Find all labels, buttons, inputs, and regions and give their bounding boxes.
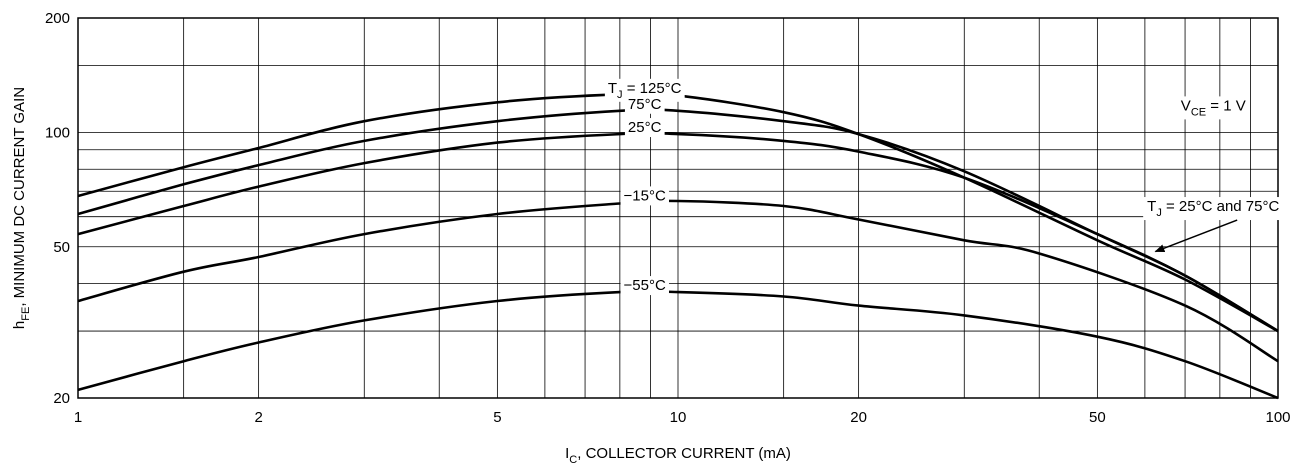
x-tick-label: 100 <box>1265 409 1290 426</box>
y-axis-title: hFE, MINIMUM DC CURRENT GAIN <box>11 87 32 329</box>
y-tick-label: 20 <box>53 390 70 407</box>
series <box>77 92 1279 400</box>
x-tick-label: 5 <box>493 409 501 426</box>
curve-label-bg <box>624 118 665 138</box>
x-tick-label: 2 <box>254 409 262 426</box>
curve-label-bg <box>624 94 665 114</box>
curve-label-4: −55°C <box>624 277 666 294</box>
grid <box>77 17 1279 399</box>
curve-labels: TJ = 125°C75°C 25°C −15°C −55°C <box>604 78 685 296</box>
curve-label-0: TJ = 125°C <box>608 80 682 101</box>
curve-label-1: 75°C <box>628 96 662 113</box>
curve-label-bg <box>620 186 669 206</box>
series-line-2 <box>77 131 1279 333</box>
annotation-bg <box>1143 197 1284 221</box>
y-tick-label: 200 <box>45 10 70 27</box>
y-tick-label: 100 <box>45 124 70 141</box>
curve-label-2: 25°C <box>628 119 662 136</box>
x-axis-title: IC, COLLECTOR CURRENT (mA) <box>565 445 791 466</box>
x-tick-label: 10 <box>670 409 687 426</box>
annotation-bg <box>1176 96 1250 120</box>
annotation-vce: VCE = 1 V <box>1181 97 1246 118</box>
x-tick-label: 50 <box>1089 409 1106 426</box>
annotations: VCE = 1 V TJ = 25°C and 75°C <box>1143 96 1284 253</box>
curve-label-3: −15°C <box>624 187 666 204</box>
x-tick-label: 1 <box>74 409 82 426</box>
x-tick-label: 20 <box>850 409 867 426</box>
curve-label-bg <box>604 78 685 102</box>
annotation-tj: TJ = 25°C and 75°C <box>1147 198 1279 219</box>
tick-labels: 1 2 5 10 20 50 100 20 50 100 200 <box>45 10 1291 426</box>
y-tick-label: 50 <box>53 239 70 256</box>
annotation-arrow <box>1154 219 1238 253</box>
series-line-3 <box>77 199 1279 363</box>
curve-label-bg <box>620 276 669 296</box>
series-line-4 <box>77 289 1279 400</box>
